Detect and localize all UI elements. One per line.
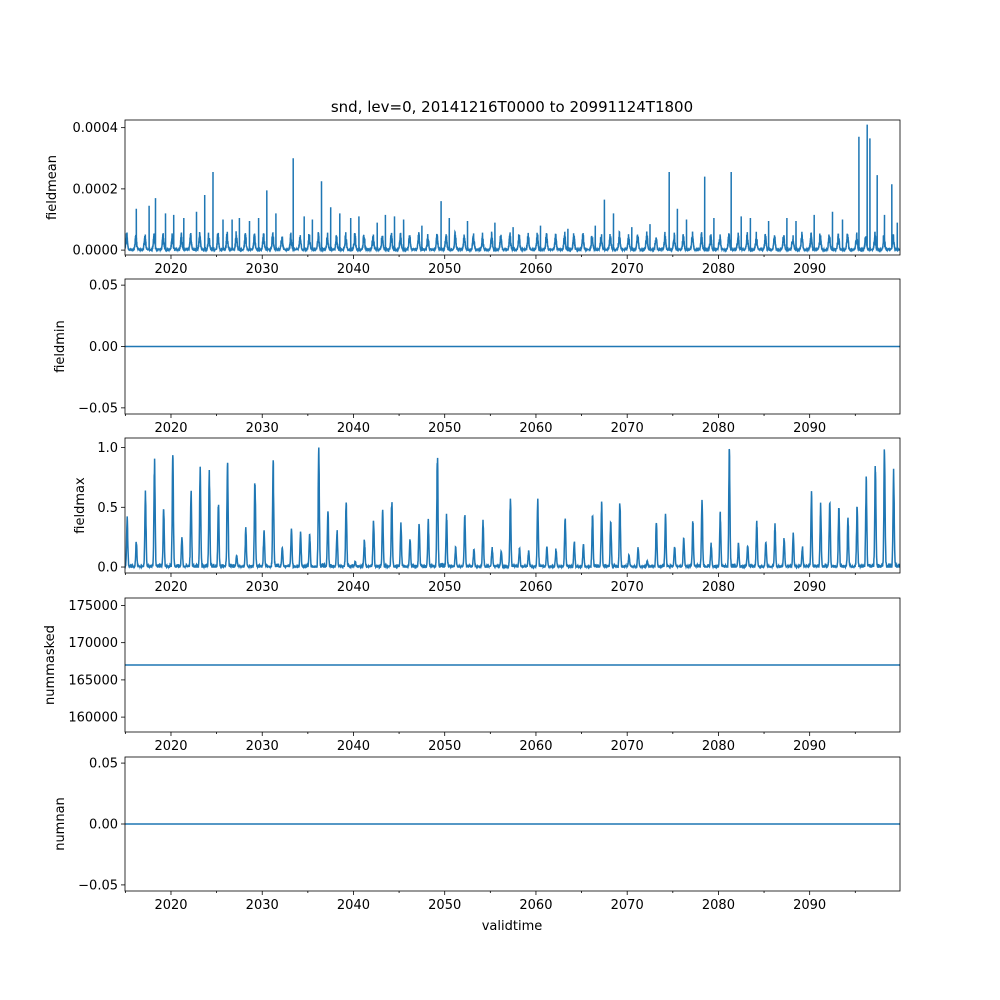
x-tick-label: 2020 xyxy=(154,421,187,436)
y-tick-label: −0.05 xyxy=(78,878,118,893)
x-tick-label: 2080 xyxy=(702,580,735,595)
y-axis-label-fieldmean: fieldmean xyxy=(45,155,60,220)
x-tick-label: 2060 xyxy=(519,739,552,754)
y-tick-label: 175000 xyxy=(68,599,118,614)
subplot-stack: 2020 2030 2040 2050 2060 2070 2080 2090 0.0000 0.… xyxy=(43,119,901,913)
y-tick-label: 0.0002 xyxy=(73,182,119,197)
x-tick-label: 2020 xyxy=(154,262,187,277)
y-tick-label: 0.0000 xyxy=(73,244,119,259)
y-tick-label: 170000 xyxy=(68,636,118,651)
y-tick-label: 0.00 xyxy=(89,340,118,355)
x-tick-label: 2040 xyxy=(337,580,370,595)
y-axis-label-nummasked: nummasked xyxy=(43,625,58,705)
y-tick-label: 0.5 xyxy=(97,501,118,516)
y-tick-label: 0.05 xyxy=(89,757,118,772)
x-tick-label: 2060 xyxy=(519,898,552,913)
x-tick-label: 2090 xyxy=(793,421,826,436)
x-tick-label: 2070 xyxy=(611,580,644,595)
x-tick-label: 2080 xyxy=(702,421,735,436)
y-tick-label: 160000 xyxy=(68,711,118,726)
x-tick-label: 2090 xyxy=(793,898,826,913)
x-tick-label: 2080 xyxy=(702,898,735,913)
subplot-fieldmin: 2020 2030 2040 2050 2060 2070 2080 2090 −0.05 0.0… xyxy=(53,278,901,436)
x-tick-label: 2020 xyxy=(154,580,187,595)
x-tick-label: 2090 xyxy=(793,262,826,277)
subplot-fieldmax: 2020 2030 2040 2050 2060 2070 2080 2090 0.0 0.5 1.… xyxy=(73,437,901,595)
x-tick-label: 2030 xyxy=(246,262,279,277)
figure-title: snd, lev=0, 20141216T0000 to 20991124T18… xyxy=(331,98,693,116)
y-axis-label-fieldmin: fieldmin xyxy=(53,320,68,373)
x-tick-label: 2040 xyxy=(337,262,370,277)
x-tick-label: 2090 xyxy=(793,580,826,595)
x-tick-label: 2050 xyxy=(428,262,461,277)
x-tick-label: 2050 xyxy=(428,421,461,436)
x-tick-label: 2090 xyxy=(793,739,826,754)
subplot-fieldmean: 2020 2030 2040 2050 2060 2070 2080 2090 0.0000 0.… xyxy=(45,119,901,277)
x-tick-label: 2070 xyxy=(611,898,644,913)
y-tick-label: 1.0 xyxy=(97,441,118,456)
x-tick-label: 2060 xyxy=(519,580,552,595)
y-tick-label: 0.05 xyxy=(89,279,118,294)
y-axis-label-fieldmax: fieldmax xyxy=(73,477,88,534)
x-tick-label: 2030 xyxy=(246,421,279,436)
x-tick-label: 2050 xyxy=(428,898,461,913)
x-tick-label: 2020 xyxy=(154,739,187,754)
x-tick-label: 2070 xyxy=(611,739,644,754)
y-tick-label: 0.0 xyxy=(97,561,118,576)
subplot-numnan: 2020 2030 2040 2050 2060 2070 2080 2090 −0.05 0.0… xyxy=(53,757,901,913)
x-tick-label: 2040 xyxy=(337,898,370,913)
x-tick-label: 2030 xyxy=(246,898,279,913)
x-tick-label: 2030 xyxy=(246,739,279,754)
x-axis-label: validtime xyxy=(482,919,543,934)
y-tick-label: 0.00 xyxy=(89,818,118,833)
fieldmax-axes-frame xyxy=(124,437,901,574)
fieldmean-axes-frame xyxy=(124,119,901,256)
x-tick-label: 2050 xyxy=(428,739,461,754)
y-tick-label: 0.0004 xyxy=(73,121,119,136)
x-tick-label: 2070 xyxy=(611,421,644,436)
nummasked-axes-frame xyxy=(124,597,901,733)
subplot-nummasked: 2020 2030 2040 2050 2060 2070 2080 2090 160000 16… xyxy=(43,597,901,754)
x-tick-label: 2040 xyxy=(337,421,370,436)
y-axis-label-numnan: numnan xyxy=(53,797,68,851)
y-tick-label: −0.05 xyxy=(78,401,118,416)
x-tick-label: 2070 xyxy=(611,262,644,277)
y-tick-label: 165000 xyxy=(68,673,118,688)
x-tick-label: 2050 xyxy=(428,580,461,595)
x-tick-label: 2040 xyxy=(337,739,370,754)
x-tick-label: 2060 xyxy=(519,421,552,436)
fieldmean-series-line xyxy=(125,124,900,254)
x-tick-label: 2030 xyxy=(246,580,279,595)
x-tick-label: 2080 xyxy=(702,739,735,754)
x-tick-label: 2060 xyxy=(519,262,552,277)
x-tick-label: 2020 xyxy=(154,898,187,913)
x-tick-label: 2080 xyxy=(702,262,735,277)
fieldmax-series-line xyxy=(125,447,900,570)
